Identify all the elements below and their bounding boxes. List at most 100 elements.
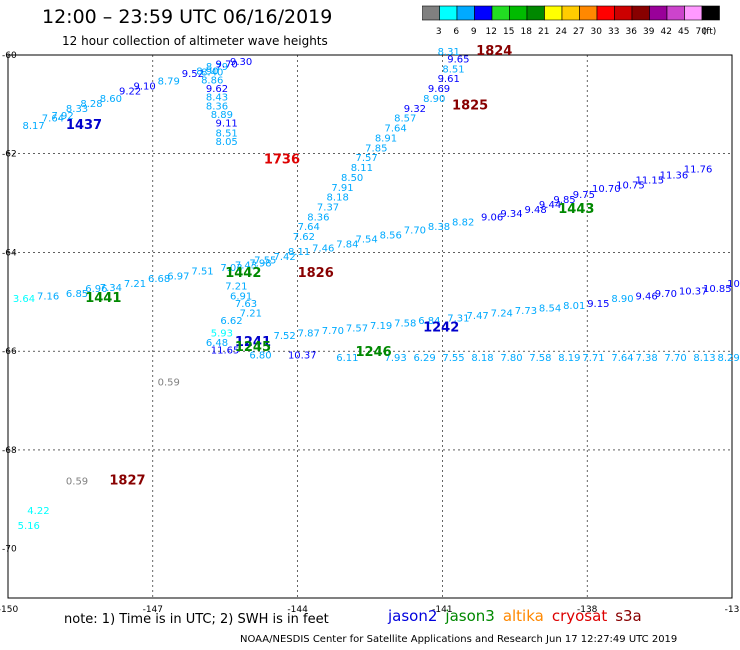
wave-height-label: 8.05 xyxy=(216,137,238,148)
wave-height-label: 9.48 xyxy=(524,205,546,216)
pass-time-label: 1825 xyxy=(452,98,488,113)
wave-height-label: 6.62 xyxy=(220,316,242,327)
scale-swatch xyxy=(701,5,720,21)
wave-height-label: 8.36 xyxy=(206,101,228,112)
wave-height-label: 10.85 xyxy=(703,284,732,295)
wave-height-label: 9.70 xyxy=(655,289,677,300)
wave-height-label: 9.06 xyxy=(481,212,503,223)
wave-height-label: 9.44 xyxy=(539,200,561,211)
scale-label: 3 xyxy=(436,27,442,37)
pass-time-label: 1441 xyxy=(85,291,121,306)
wave-height-label: 9.85 xyxy=(553,195,575,206)
wave-height-label: 7.54 xyxy=(356,235,378,246)
wave-height-label: 8.79 xyxy=(158,77,180,88)
pass-time-label: 1824 xyxy=(476,44,512,59)
wave-height-label: 7.73 xyxy=(515,306,537,317)
scale-label: 6 xyxy=(453,27,459,37)
lat-tick-label: -68 xyxy=(2,446,17,456)
wave-height-label: 6.68 xyxy=(148,274,170,285)
wave-height-label: 7.46 xyxy=(312,243,334,254)
scale-label: 70 xyxy=(696,27,708,37)
pass-time-label: 1241 xyxy=(235,335,271,350)
pass-time-label: 1245 xyxy=(235,340,271,355)
wave-height-label: 9.65 xyxy=(447,54,469,65)
wave-height-label: 7.84 xyxy=(336,240,358,251)
lon-tick-label: -138 xyxy=(577,605,598,615)
wave-height-label: 8.90 xyxy=(611,294,633,305)
lat-tick-label: -60 xyxy=(2,51,17,61)
wave-height-label: 6.85 xyxy=(66,289,88,300)
scale-label: 39 xyxy=(643,27,655,37)
wave-height-label: 6.48 xyxy=(206,338,228,349)
wave-height-label: 7.55 xyxy=(442,353,464,364)
wave-height-label: 7.16 xyxy=(37,291,59,302)
wave-height-label: 10.37 xyxy=(288,351,317,362)
wave-height-label: 7.63 xyxy=(235,299,257,310)
lat-tick-label: -62 xyxy=(2,150,17,160)
map-frame xyxy=(7,54,733,599)
wave-height-label: 9.46 xyxy=(635,291,657,302)
wave-height-label: 8.29 xyxy=(718,353,740,364)
pass-time-label: 1242 xyxy=(423,320,459,335)
wave-height-label: 6.84 xyxy=(418,316,440,327)
wave-height-label: 7.64 xyxy=(42,114,64,125)
wave-height-label: 7.34 xyxy=(100,283,122,294)
wave-height-label: 9.15 xyxy=(587,299,609,310)
wave-height-label: 7.21 xyxy=(124,279,146,290)
pass-time-label: 1443 xyxy=(558,202,594,217)
wave-height-label: 7.51 xyxy=(191,267,213,278)
scale-label: 24 xyxy=(556,27,568,37)
wave-height-label: 7.64 xyxy=(384,124,406,135)
wave-height-label: 7.21 xyxy=(240,309,262,320)
wave-height-label: 8.13 xyxy=(693,353,715,364)
wave-height-label: 4.22 xyxy=(27,506,49,517)
page-subtitle: 12 hour collection of altimeter wave hei… xyxy=(62,34,328,48)
wave-height-label: 9.70 xyxy=(216,59,238,70)
scale-label: 12 xyxy=(486,27,497,37)
wave-height-label: 7.58 xyxy=(394,319,416,330)
wave-height-label: 8.17 xyxy=(22,121,44,132)
wave-height-label: 7.70 xyxy=(664,353,686,364)
wave-height-label: 8.36 xyxy=(307,212,329,223)
footer-note: note: 1) Time is in UTC; 2) SWH is in fe… xyxy=(64,612,329,627)
wave-height-label: 10.75 xyxy=(616,180,645,191)
wave-height-label: 7.92 xyxy=(51,111,73,122)
wave-height-label: 8.38 xyxy=(428,222,450,233)
wave-height-label: 6.97 xyxy=(167,272,189,283)
wave-height-label: 10.37 xyxy=(679,286,708,297)
wave-height-label: 8.54 xyxy=(539,304,561,315)
scale-label: 45 xyxy=(678,27,689,37)
wave-height-label: 7.70 xyxy=(404,226,426,237)
wave-height-label: 10.70 xyxy=(592,184,621,195)
wave-height-label: 7.31 xyxy=(447,314,469,325)
pass-time-label: 1437 xyxy=(66,118,102,133)
wave-height-label: 7.64 xyxy=(611,353,633,364)
wave-height-label: 7.98 xyxy=(249,258,271,269)
wave-height-label: 8.18 xyxy=(327,193,349,204)
wave-height-label: 8.11 xyxy=(351,163,373,174)
wave-height-label: 6.29 xyxy=(413,353,435,364)
wave-height-label: 8.91 xyxy=(375,133,397,144)
wave-height-label: 6.11 xyxy=(336,353,358,364)
wave-height-label: 8.90 xyxy=(196,67,218,78)
lon-tick-label: -144 xyxy=(287,605,308,615)
wave-height-label: 9.52 xyxy=(182,69,204,80)
lon-tick-label: -13 xyxy=(725,605,740,615)
wave-height-label: 8.51 xyxy=(442,64,464,75)
wave-height-label: 7.62 xyxy=(293,232,315,243)
wave-height-label: 8.33 xyxy=(66,104,88,115)
scale-label: 36 xyxy=(626,27,638,37)
wave-height-label: 8.51 xyxy=(216,128,238,139)
wave-height-label: 7.57 xyxy=(356,153,378,164)
wave-height-label: 8.40 xyxy=(201,68,223,79)
scale-label: 21 xyxy=(538,27,549,37)
pass-time-label: 1246 xyxy=(356,345,392,360)
wave-height-label: 7.21 xyxy=(225,281,247,292)
pass-time-label: 1442 xyxy=(225,266,261,281)
wave-height-label: 11.36 xyxy=(660,170,689,181)
wave-height-label: 7.58 xyxy=(529,353,551,364)
lat-tick-label: -70 xyxy=(2,545,17,555)
lat-tick-label: -64 xyxy=(2,248,17,258)
wave-height-label: 11.15 xyxy=(635,175,664,186)
